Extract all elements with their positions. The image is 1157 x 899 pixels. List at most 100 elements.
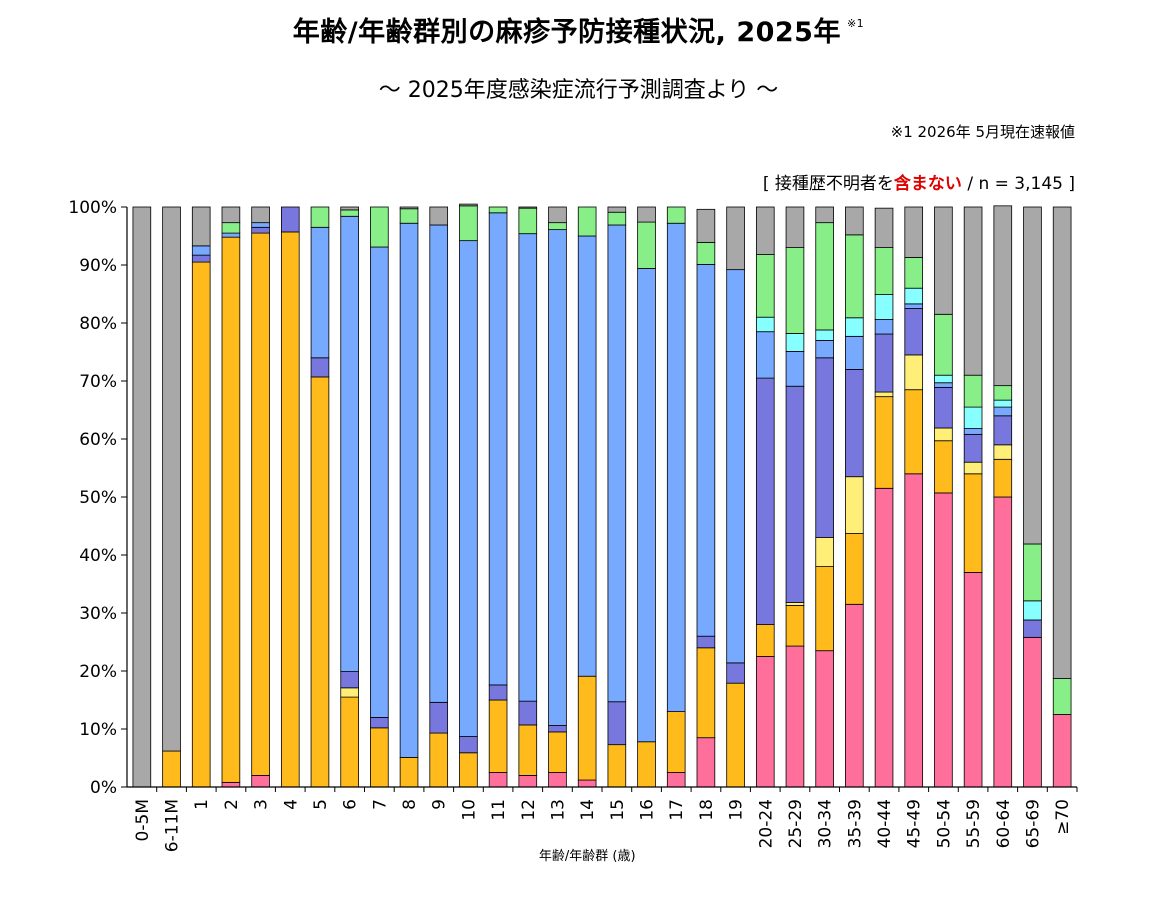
x-tick-label: 10 [459,799,479,821]
x-tick-label: 30-34 [816,799,836,848]
x-tick-label: 2 [222,799,242,810]
bar-segment-14-0 [548,772,567,788]
bar-segment-12-1 [488,699,508,773]
bar-segment-8-3 [370,717,389,729]
bar-segment-19-4 [696,264,716,637]
x-tick-label: 25-29 [786,799,806,848]
y-tick-label: 90% [79,256,117,276]
bar-segment-25-1 [874,396,894,489]
bar-segment-28-1 [963,473,983,573]
bar-segment-13-3 [518,700,538,726]
bar-segment-21-0 [755,656,775,788]
bar-segment-28-5 [963,406,983,429]
bar-segment-8-1 [370,727,389,788]
bar-segment-22-0 [785,645,805,788]
bar-segment-20-1 [726,682,745,788]
bar-segment-29-0 [993,496,1013,788]
bar-segment-13-0 [518,775,538,788]
bar-segment-10-1 [429,732,449,788]
y-tick-label: 100% [68,198,117,218]
x-tick-label: 4 [281,799,301,810]
bar-segment-5-1 [280,231,300,788]
bar-segment-4-1 [251,232,270,776]
bar-segment-22-1 [785,605,805,647]
x-tick-label: 40-44 [875,799,895,848]
bar-segment-20-7 [726,206,745,271]
bar-segment-28-2 [963,461,983,475]
bar-segment-10-7 [429,206,449,226]
bar-segment-9-1 [399,757,419,788]
x-tick-label: 9 [430,799,450,810]
bar-segment-6-3 [310,357,330,378]
bar-segment-11-1 [459,752,478,788]
x-axis-label: 年齢/年齢群 (歳) [539,849,636,864]
bar-segment-12-3 [488,684,508,701]
bar-segment-25-2 [874,391,894,398]
bar-segment-9-6 [399,208,419,224]
bar-segment-11-6 [459,205,478,242]
bar-segment-24-0 [845,603,864,788]
bar-segment-25-6 [874,247,894,295]
bar-segment-4-7 [251,206,270,224]
bar-segment-26-3 [904,308,924,356]
bar-segment-7-4 [340,215,359,672]
x-tick-label: 60-64 [994,799,1014,848]
bar-segment-31-7 [1052,206,1072,679]
bar-segment-3-6 [221,222,241,234]
bar-segment-26-7 [904,206,924,258]
bar-segment-7-7 [340,206,359,211]
bar-segment-27-3 [934,386,953,429]
bar-segment-27-5 [934,374,953,384]
y-tick-label: 20% [79,662,117,682]
bar-segment-27-7 [934,206,953,315]
x-tick-label: 15 [608,799,628,821]
y-tick-label: 60% [79,430,117,450]
bar-segment-27-2 [934,427,953,442]
bar-segment-19-3 [696,635,716,649]
x-tick-label: 17 [667,799,687,821]
bar-segment-17-1 [637,741,656,788]
y-tick-label: 40% [79,546,117,566]
bar-segment-13-6 [518,207,538,235]
bar-segment-18-0 [666,772,686,788]
bar-segment-23-0 [815,650,834,788]
y-tick-label: 80% [79,314,117,334]
bar-segment-28-7 [963,206,983,376]
x-tick-label: 45-49 [905,799,925,848]
plot-area: 0-5M 6-11M 1 2 3 4 5 6 7 8 9 10 11 12 13 14 15 16 17 18 19 20… [68,198,1078,852]
bar-segment-22-5 [785,333,805,352]
bar-segment-29-3 [993,415,1013,446]
bar-segment-24-4 [845,335,864,370]
bar-segment-21-7 [755,206,775,255]
bar-segment-7-3 [340,671,359,689]
bar-segment-14-4 [548,229,567,726]
bar-segment-14-3 [548,725,567,733]
bar-segment-1-1 [162,750,181,788]
data-status-note: ※1 2026年 5月現在速報値 [890,123,1075,141]
bar-segment-31-6 [1052,678,1072,715]
bar-segment-17-4 [637,268,656,743]
bar-segment-16-4 [607,224,627,703]
bar-segment-4-3 [251,226,270,234]
bar-segment-23-6 [815,222,834,331]
bar-segment-20-4 [726,269,745,664]
bar-segment-29-2 [993,444,1013,460]
y-tick-label: 0% [90,778,117,798]
bar-segment-3-7 [221,206,241,224]
bar-segment-7-2 [340,687,359,698]
bar-segment-14-6 [548,222,567,231]
bar-segment-11-3 [459,736,478,754]
bar-segment-23-5 [815,329,834,341]
bar-segment-24-1 [845,533,864,605]
bar-segment-12-6 [488,206,508,214]
bar-segment-15-4 [577,235,597,677]
bar-segment-29-5 [993,399,1013,408]
bar-segment-26-2 [904,354,924,391]
bar-segment-2-3 [191,254,211,263]
bar-segment-19-7 [696,208,716,243]
bar-segment-3-4 [221,232,241,238]
bar-segment-30-3 [1023,619,1042,638]
x-tick-label: 3 [252,799,272,810]
y-tick-label: 10% [79,720,117,740]
